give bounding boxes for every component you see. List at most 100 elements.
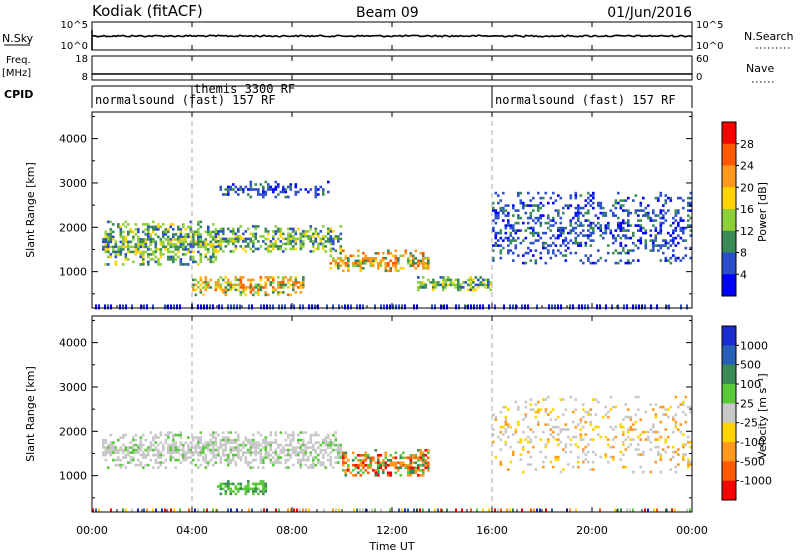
power-cell [672,231,675,235]
velocity-cell [134,451,138,454]
velocity-near-range-cell [338,508,340,513]
velocity-cell [329,441,333,444]
velocity-cell [154,458,158,462]
velocity-cell [619,425,623,429]
power-cell [634,194,638,197]
power-cell [417,262,420,265]
power-near-range-cell [395,304,397,310]
power-cell [299,237,303,241]
velocity-cell [262,482,265,486]
y-tick-label: 2000 [59,221,87,234]
power-cell [339,237,343,241]
power-cell [122,223,125,226]
velocity-cell [149,431,153,434]
power-cell [107,263,110,266]
power-cell [512,214,515,217]
power-cell [329,262,333,265]
velocity-cell [422,469,425,472]
power-cell [497,211,500,215]
velocity-cell [234,448,238,452]
power-cell [329,235,333,238]
velocity-cell [327,453,330,457]
power-cell [664,211,668,215]
power-cell [227,278,230,282]
colorbar-tick-label: 25 [740,397,754,410]
power-cell [389,259,393,263]
velocity-cell [129,456,133,459]
velocity-cell [552,425,555,429]
power-cell [282,237,285,241]
velocity-cell [607,443,610,446]
power-cell [169,240,173,244]
power-cell [324,245,328,248]
velocity-cell [219,443,223,447]
power-cell [672,239,675,242]
velocity-cell [399,474,403,477]
power-cell [414,267,418,270]
power-cell [497,239,500,242]
power-cell [524,204,528,207]
power-cell [309,225,313,228]
velocity-cell [592,450,595,454]
power-cell [224,240,228,243]
velocity-cell [582,408,585,411]
velocity-cell [344,454,348,457]
velocity-cell [334,443,338,447]
velocity-cell [147,446,150,449]
power-cell [582,261,585,265]
velocity-cell [579,438,583,441]
power-cell [499,249,503,252]
power-cell [502,206,505,210]
power-cell [507,239,510,242]
power-cell [334,237,338,241]
velocity-cell [379,464,383,467]
velocity-cell [607,460,610,464]
velocity-cell [107,448,110,452]
velocity-cell [417,449,420,452]
velocity-cell [594,425,598,429]
power-cell [562,229,565,232]
velocity-near-range-cell [644,508,646,513]
velocity-cell [659,470,663,474]
velocity-cell [327,441,330,444]
velocity-cell [402,451,405,455]
velocity-cell [504,428,508,431]
velocity-cell [624,448,628,451]
power-cell [572,241,575,245]
velocity-cell [359,461,363,465]
velocity-cell [137,463,140,467]
power-cell [262,188,265,191]
power-cell [294,185,298,189]
power-cell [599,211,603,215]
velocity-cell [249,461,253,464]
power-cell [584,204,588,207]
power-cell [177,235,180,239]
velocity-cell [382,464,385,467]
power-cell [194,283,198,287]
velocity-cell [657,450,660,454]
velocity-cell [174,441,178,444]
velocity-cell [109,448,113,452]
power-near-range-cell [473,304,475,310]
power-cell [254,247,258,251]
power-cell [337,267,340,270]
velocity-cell [212,436,215,439]
power-cell [364,262,368,265]
velocity-cell [209,438,213,442]
velocity-cell [527,425,530,429]
power-cell [304,235,308,238]
velocity-cell [139,446,143,449]
power-cell [217,245,220,248]
power-cell [219,237,223,241]
power-cell [277,286,280,289]
power-cell [622,226,625,230]
power-cell [162,235,165,239]
velocity-cell [132,451,135,454]
velocity-cell [109,446,113,449]
power-cell [132,260,135,264]
velocity-cell [174,433,178,437]
power-cell [564,244,568,247]
velocity-cell [219,438,223,442]
power-cell [179,258,183,261]
power-cell [249,232,253,236]
